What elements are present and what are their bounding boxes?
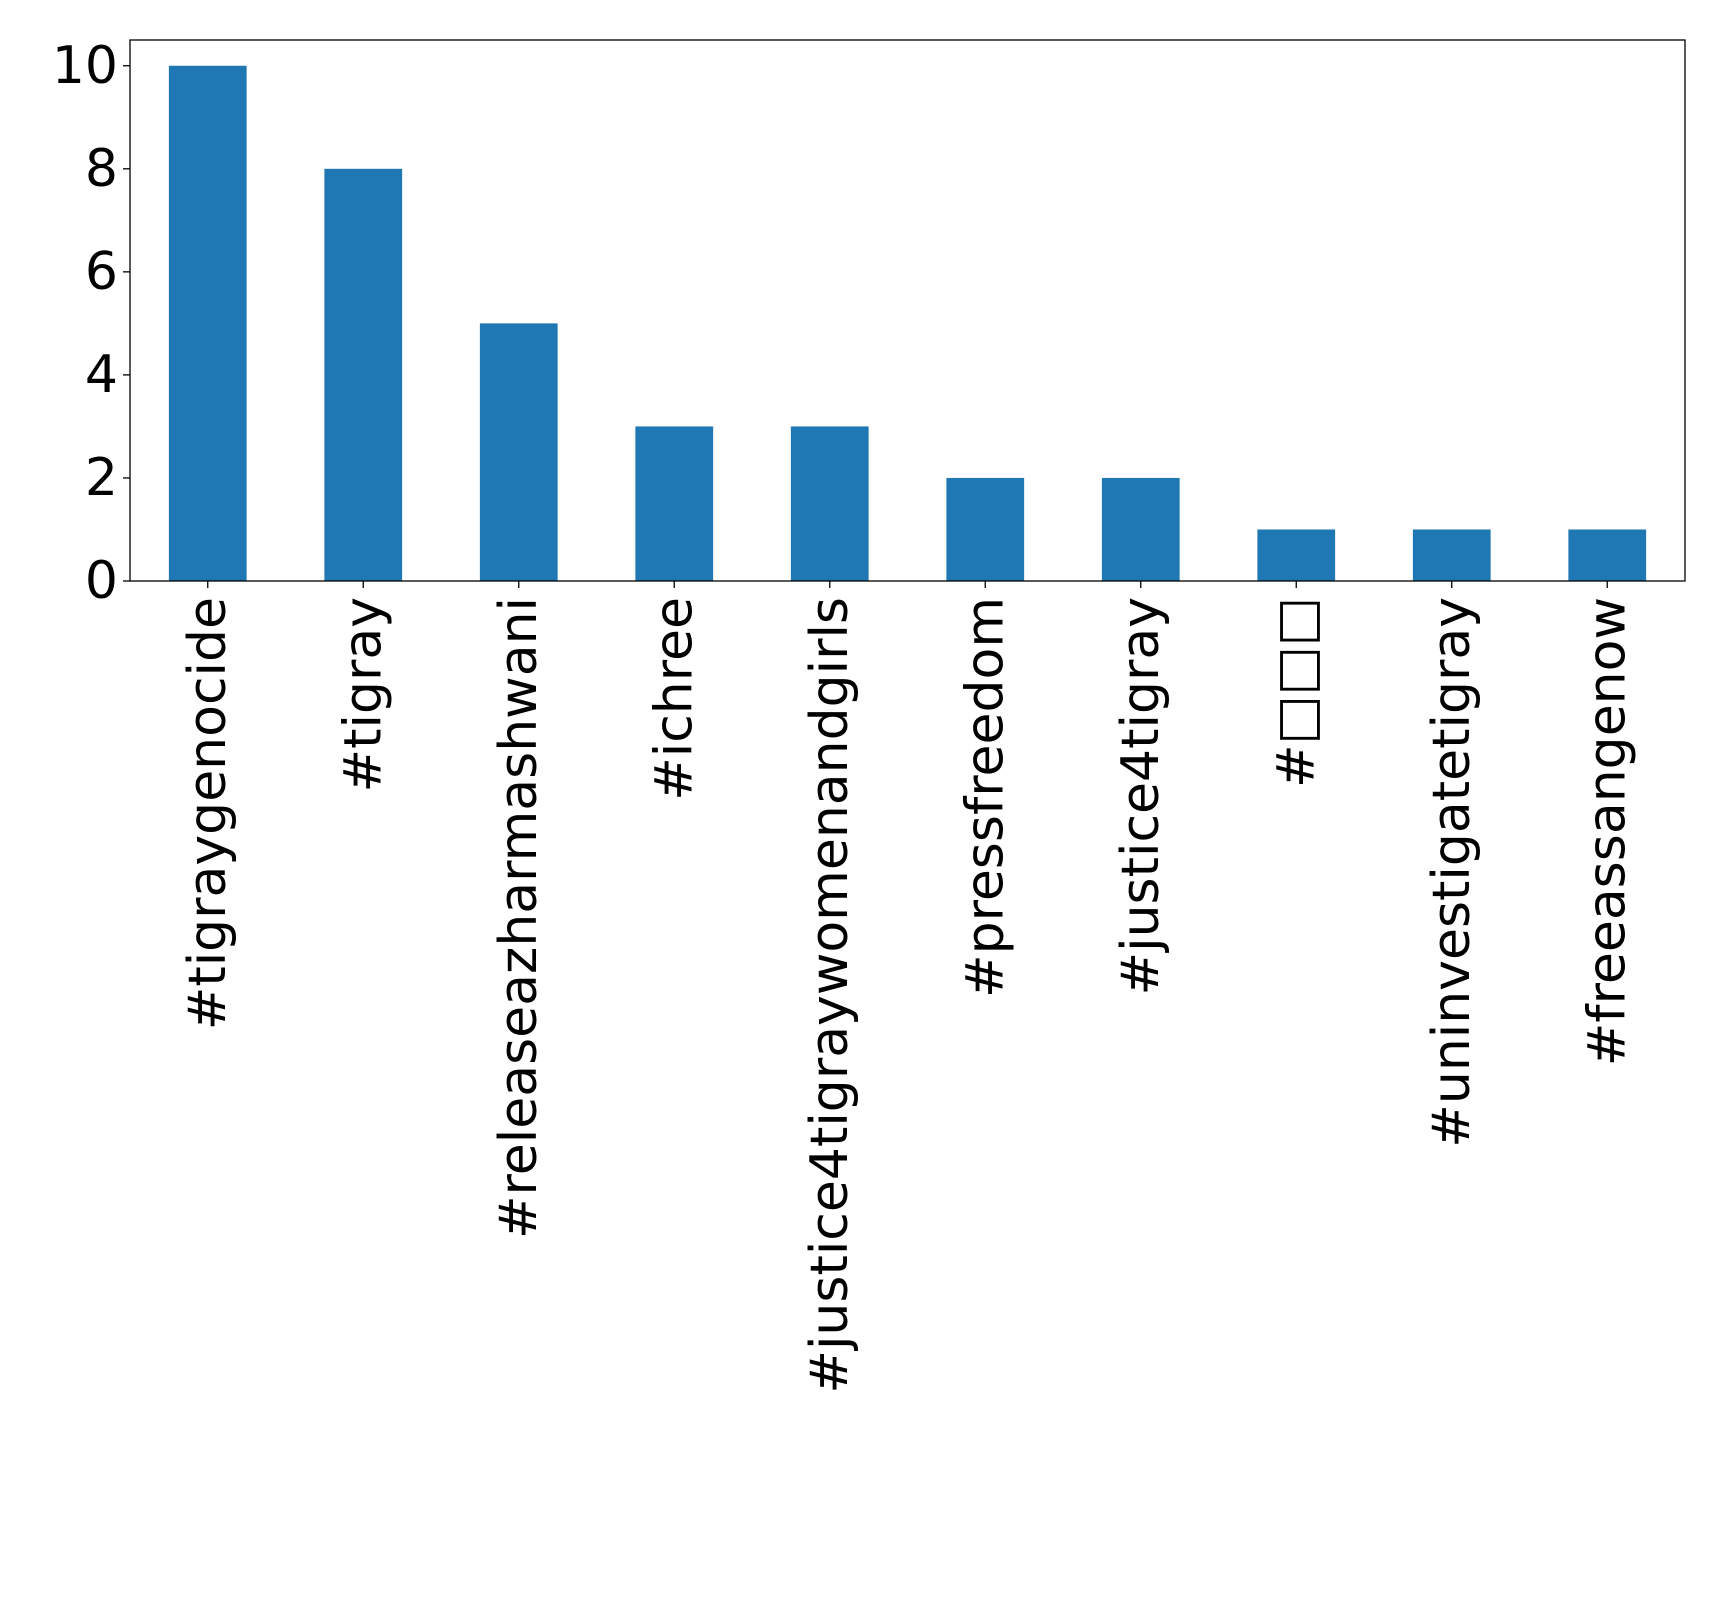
bar-4 [790,426,869,581]
x-tick-label-5: #pressfreedom [955,597,1015,998]
y-tick-label-4: 8 [85,139,118,199]
bar-8 [1412,529,1491,581]
x-tick-label-1: #tigray [333,597,393,792]
y-tick-label-2: 4 [85,345,118,405]
bar-3 [635,426,714,581]
bar-7 [1257,529,1336,581]
bar-2 [479,323,558,581]
x-tick-label-0: #tigraygenocide [178,597,238,1030]
y-tick-label-0: 0 [85,551,118,611]
x-tick-label-9: #freeassangenow [1577,597,1637,1066]
y-tick-label-5: 10 [52,36,118,96]
x-tick-label-7: #□□□ [1266,597,1326,788]
y-tick-label-3: 6 [85,242,118,302]
x-tick-label-2: #releaseazharmashwani [489,597,549,1239]
bar-1 [324,168,403,581]
plot-frame [129,39,1686,582]
x-tick-label-6: #justice4tigray [1111,597,1171,995]
bars-layer [168,65,1647,581]
bar-5 [946,477,1025,581]
y-tick-label-1: 2 [85,448,118,508]
x-tick-label-8: #uninvestigatetigray [1422,597,1482,1148]
bar-6 [1101,477,1180,581]
x-tick-label-4: #justice4tigraywomenandgirls [800,597,860,1394]
y-axis: 0 2 4 6 8 10 [52,36,130,611]
x-axis: #tigraygenocide #tigray #releaseazharmashw… [178,581,1637,1394]
bar-9 [1568,529,1647,581]
x-tick-label-3: #ichree [644,597,704,801]
bar-0 [168,65,247,581]
